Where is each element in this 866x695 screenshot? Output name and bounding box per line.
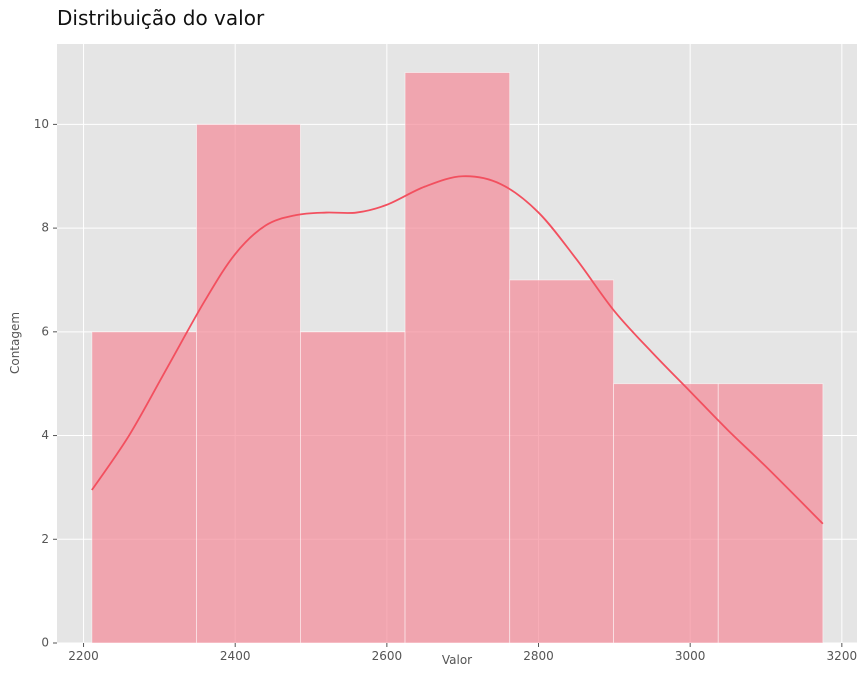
- y-tick-label: 2: [41, 532, 49, 546]
- x-axis-label: Valor: [442, 653, 472, 667]
- y-tick-label: 4: [41, 428, 49, 442]
- x-tick-label: 2600: [372, 649, 403, 663]
- histogram-bars: [91, 72, 824, 644]
- histogram-bar: [717, 383, 824, 644]
- x-tick-label: 3000: [675, 649, 706, 663]
- histogram-bar: [196, 123, 301, 644]
- y-tick-label: 8: [41, 221, 49, 235]
- x-tick-label: 2800: [523, 649, 554, 663]
- x-axis-ticks: 2200 2400 2600 2800 3000 3200: [68, 643, 857, 663]
- kde-curve: [91, 175, 824, 525]
- histogram-bar: [404, 72, 511, 644]
- x-tick-label: 2200: [68, 649, 99, 663]
- y-tick-label: 0: [41, 636, 49, 650]
- y-axis-label: Contagem: [8, 312, 22, 374]
- histogram-bar: [509, 279, 614, 644]
- chart-title: Distribuição do valor: [57, 6, 265, 30]
- y-tick-label: 6: [41, 324, 49, 338]
- histogram-bar: [91, 331, 197, 644]
- y-tick-label: 10: [34, 117, 49, 131]
- histogram-bar: [300, 331, 406, 644]
- histogram-bar: [613, 383, 719, 644]
- y-axis-ticks: 0 2 4 6 8 10: [34, 117, 57, 650]
- x-tick-label: 2400: [220, 649, 251, 663]
- x-tick-label: 3200: [827, 649, 858, 663]
